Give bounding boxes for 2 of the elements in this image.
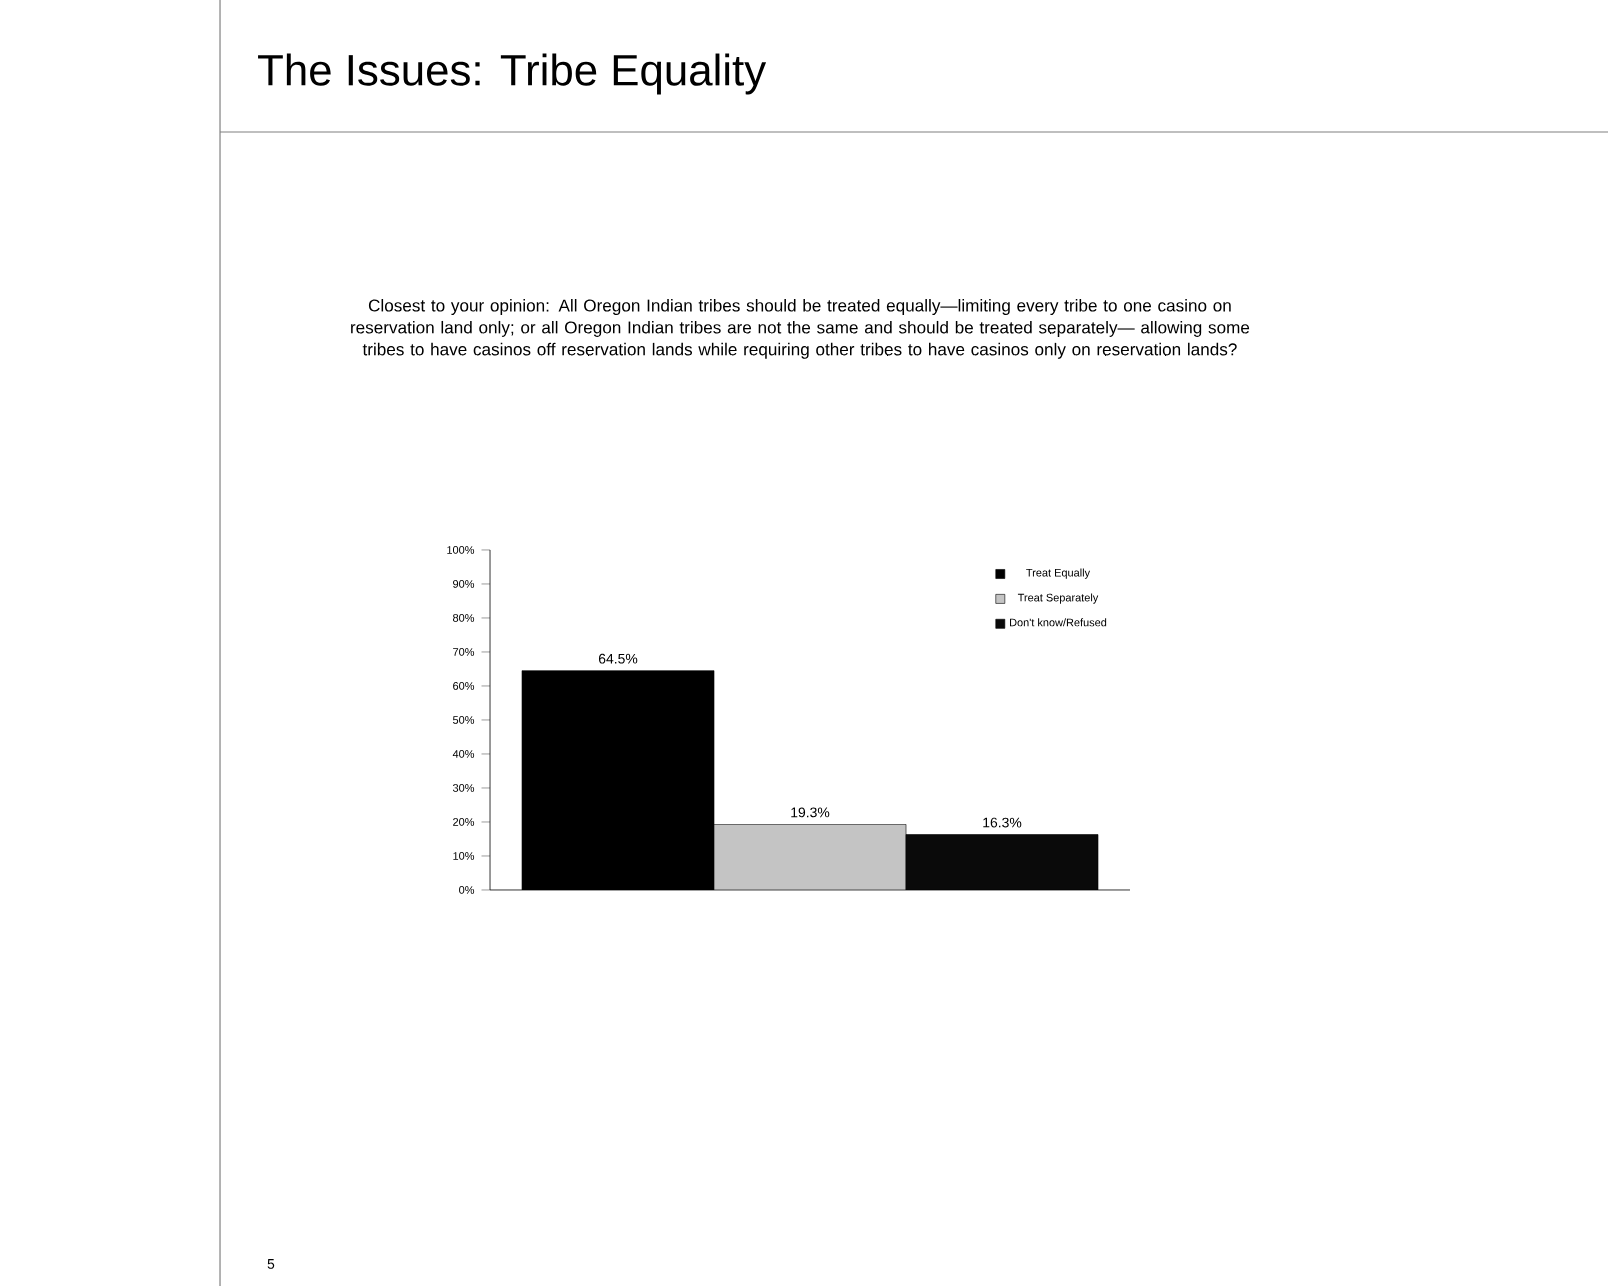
chart-title: The Issues: Tribe Equality (258, 53, 767, 95)
chart-subtitle: Closest to your opinion: All Oregon Indian tribes should be treated equally—limiting every tribe to one casino on reservation land only; or all Oregon Indian tribes are not the same and should be treated separately— allowing some tribes to have casinos off reservation lands while requiring other tribes to have casinos only on reservation lands? (351, 299, 1250, 359)
